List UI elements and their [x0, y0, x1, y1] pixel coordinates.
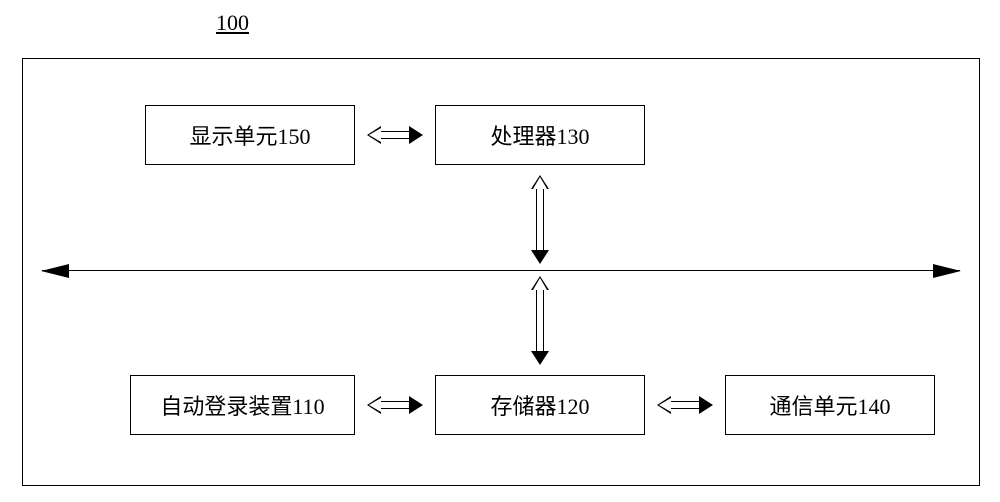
node-auto-login-110: 自动登录装置110 — [130, 375, 355, 435]
connector-arrow — [536, 276, 544, 365]
system-bus-arrow — [42, 270, 960, 271]
node-label: 存储器120 — [490, 389, 589, 421]
diagram-canvas: 100 显示单元150 处理器130 自动登录装置110 存储器120 通信单元… — [0, 0, 1000, 502]
node-display-unit-150: 显示单元150 — [145, 105, 355, 165]
node-processor-130: 处理器130 — [435, 105, 645, 165]
node-label: 显示单元150 — [189, 119, 310, 151]
connector-arrow — [536, 175, 544, 264]
node-memory-120: 存储器120 — [435, 375, 645, 435]
connector-arrow — [367, 401, 423, 409]
figure-number: 100 — [216, 10, 249, 36]
connector-arrow — [657, 401, 713, 409]
node-label: 处理器130 — [490, 119, 589, 151]
node-comm-unit-140: 通信单元140 — [725, 375, 935, 435]
node-label: 自动登录装置110 — [160, 389, 324, 421]
connector-arrow — [367, 131, 423, 139]
node-label: 通信单元140 — [769, 389, 890, 421]
